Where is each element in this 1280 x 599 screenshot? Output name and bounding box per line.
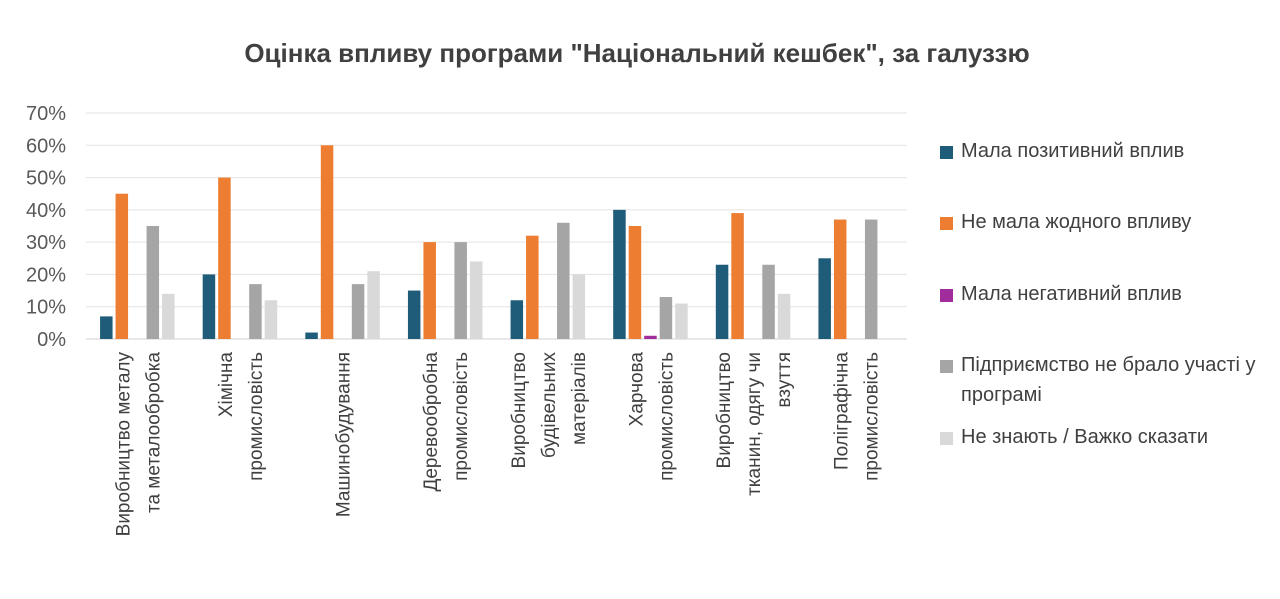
bar xyxy=(469,261,483,339)
bar xyxy=(644,335,657,339)
bar xyxy=(202,274,216,339)
bar xyxy=(613,209,626,339)
y-tick-label: 0% xyxy=(37,329,66,351)
x-tick-label: Поліграфічна xyxy=(832,352,853,470)
y-tick-label: 20% xyxy=(26,264,66,286)
legend-item: Не мала жодного впливу xyxy=(940,211,1261,237)
bar xyxy=(777,293,791,339)
x-tick-label: Виробництво xyxy=(714,352,735,468)
legend-item: Підприємство не брало участі у програмі xyxy=(940,354,1261,410)
bar xyxy=(162,293,175,339)
legend-label: Не знають / Важко сказати xyxy=(961,426,1209,448)
bar xyxy=(320,145,334,339)
bar xyxy=(249,284,262,339)
y-tick-label: 10% xyxy=(26,297,66,319)
legend-swatch xyxy=(940,289,953,302)
legend-label: Не мала жодного впливу xyxy=(961,211,1192,233)
bar xyxy=(762,264,775,339)
x-tick-label: матеріалів xyxy=(569,352,590,445)
bar xyxy=(351,284,365,339)
bar xyxy=(833,219,847,339)
x-tick-label: промисловість xyxy=(862,352,883,481)
legend-swatch xyxy=(940,146,953,159)
bar xyxy=(423,242,436,339)
bar xyxy=(731,213,744,339)
bar xyxy=(864,219,878,339)
legend-label: Мала позитивний вплив xyxy=(961,140,1185,162)
legend-swatch xyxy=(940,217,953,230)
x-tick-label: промисловість xyxy=(246,352,267,481)
bar xyxy=(675,303,688,339)
x-tick-label: Харчова xyxy=(626,352,647,427)
x-tick-label: Машинобудування xyxy=(334,352,355,517)
bar xyxy=(572,274,586,339)
x-tick-label: Хімічна xyxy=(216,352,237,418)
bar xyxy=(715,264,729,339)
y-tick-label: 40% xyxy=(26,200,66,222)
bar xyxy=(659,297,673,339)
y-tick-label: 30% xyxy=(26,232,66,254)
x-tick-label: Виробництво xyxy=(509,352,530,468)
bar xyxy=(454,242,467,339)
legend-swatch xyxy=(940,360,953,373)
bar xyxy=(115,193,129,339)
bar xyxy=(367,271,380,339)
bar xyxy=(526,235,539,339)
bar xyxy=(557,222,570,339)
bar xyxy=(510,300,524,339)
legend-item: Мала негативний вплив xyxy=(940,283,1261,309)
y-tick-label: 60% xyxy=(26,135,66,157)
bar xyxy=(264,300,278,339)
x-tick-label: тканин, одягу чи xyxy=(744,352,765,496)
legend-item: Не знають / Важко сказати xyxy=(940,426,1261,452)
legend-label: Мала негативний вплив xyxy=(961,283,1182,305)
chart-title: Оцінка впливу програми "Національний кеш… xyxy=(244,38,1030,68)
bar xyxy=(818,258,831,339)
bar xyxy=(628,226,642,339)
bar xyxy=(218,177,231,339)
legend-label: Підприємство не брало участі у програмі xyxy=(961,354,1256,406)
bar xyxy=(146,226,160,339)
x-tick-label: промисловість xyxy=(451,352,472,481)
y-tick-label: 50% xyxy=(26,168,66,190)
legend-item: Мала позитивний вплив xyxy=(940,140,1261,166)
y-tick-label: 70% xyxy=(26,103,66,125)
x-tick-label: та металообробка xyxy=(143,352,164,513)
x-tick-label: будівельних xyxy=(539,352,560,459)
bar xyxy=(407,290,421,339)
x-tick-label: промисловість xyxy=(656,352,677,481)
x-tick-label: Деревообробна xyxy=(421,352,442,492)
x-tick-label: Виробництво металу xyxy=(113,352,134,537)
bar xyxy=(305,332,318,339)
bar xyxy=(100,316,113,339)
x-tick-label: взуття xyxy=(774,352,795,408)
legend-swatch xyxy=(940,432,953,445)
